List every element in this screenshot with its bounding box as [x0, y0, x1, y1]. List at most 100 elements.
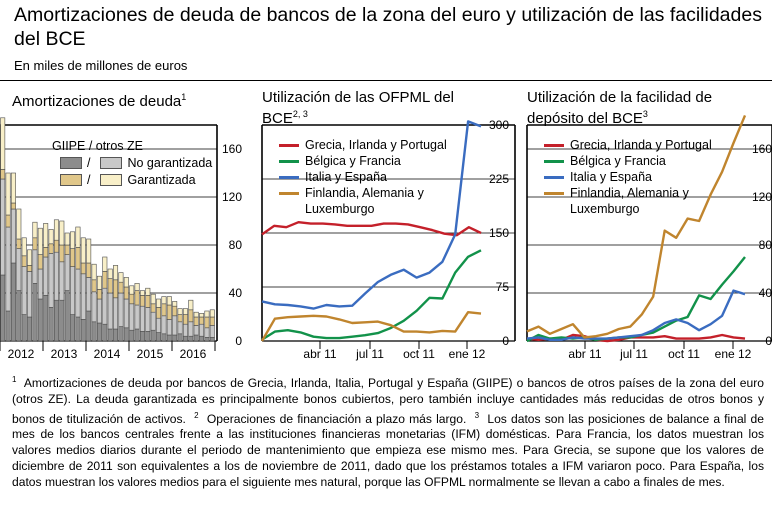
legend-line-gold: [544, 192, 564, 195]
bar-segment: [27, 265, 33, 272]
bar-segment: [91, 279, 97, 293]
bar-segment: [113, 279, 119, 299]
panel3-legend-item: Finlandia, Alemania y Luxemburgo: [544, 185, 720, 217]
bar-segment: [145, 295, 151, 308]
bar-segment: [32, 221, 38, 239]
legend-label: Italia y España: [570, 170, 652, 184]
bar-segment: [86, 310, 92, 342]
bar-segment: [139, 331, 145, 342]
bar-segment: [182, 323, 188, 337]
panel3-title: Utilización de la facilidad de depósito …: [527, 89, 737, 127]
bar-segment: [10, 172, 16, 204]
panel2-xtick-label: abr 11: [303, 347, 336, 361]
bar-segment: [204, 316, 210, 329]
bar-segment: [43, 223, 49, 248]
panel2-legend-item: Grecia, Irlanda y Portugal: [279, 137, 459, 153]
panel1-xtick-label: 2013: [51, 347, 78, 361]
bar-segment: [118, 292, 124, 327]
panel3-title-text: Utilización de la facilidad de depósito …: [527, 89, 713, 127]
legend-line-green: [544, 160, 564, 163]
bar-segment: [59, 220, 65, 246]
bar-segment: [5, 172, 11, 216]
bar-segment: [53, 251, 59, 301]
bar-segment: [64, 244, 70, 255]
bar-segment: [37, 268, 43, 300]
bar-segment: [172, 334, 178, 342]
panel2-ltro-usage: 0 75 150 225 300 abr 11 jul 11 oct 11 ene 12: [260, 118, 516, 361]
bar-segment: [139, 295, 145, 307]
bar-segment: [96, 275, 102, 290]
bar-segment: [96, 298, 102, 324]
bar-segment: [166, 334, 172, 342]
bar-segment: [80, 273, 86, 320]
bar-segment: [166, 296, 172, 306]
panel3-title-note: 3: [642, 109, 648, 119]
bar-segment: [59, 299, 65, 342]
bar-segment: [75, 247, 81, 270]
panel1-title-text: Amortizaciones de deuda: [12, 93, 182, 110]
bar-segment: [27, 271, 33, 318]
panel3-deposit-facility: 0 40 80 120 160 abr 11 jul 11 oct 11 ene 12: [526, 114, 772, 361]
panel2-legend: Grecia, Irlanda y Portugal Bélgica y Fra…: [279, 137, 459, 217]
bar-segment: [80, 319, 86, 342]
charts-canvas: 0 40 80 120 160 2012 2013 2014 2015 2016 0 75 150 22…: [0, 114, 772, 361]
bar-segment: [134, 290, 140, 306]
bar-segment: [32, 249, 38, 284]
bar-segment: [199, 313, 205, 318]
bar-segment: [145, 307, 151, 332]
legend-label-unsecured: No garantizada: [127, 156, 213, 170]
bar-segment: [123, 298, 129, 329]
bar-segment: [161, 296, 167, 305]
bar-segment: [209, 337, 215, 342]
bar-segment: [107, 328, 113, 342]
bar-segment: [80, 237, 86, 264]
note1-mark: 1: [12, 375, 17, 384]
bar-segment: [204, 310, 210, 318]
legend-label: Bélgica y Francia: [305, 154, 401, 168]
panel2-xtick-label: jul 11: [355, 347, 384, 361]
panel3-xtick-label: jul 11: [619, 347, 648, 361]
bar-segment: [161, 315, 167, 335]
bar-segment: [80, 262, 86, 275]
panel3-legend: Grecia, Irlanda y Portugal Bélgica y Fra…: [544, 137, 719, 217]
bar-segment: [48, 243, 54, 254]
page-title: Amortizaciones de deuda de bancos de la …: [14, 4, 762, 50]
bar-segment: [91, 263, 97, 281]
bar-segment: [16, 208, 22, 240]
note3-mark: 3: [474, 410, 480, 420]
bar-segment: [64, 254, 70, 291]
panel3-xtick-label: oct 11: [668, 347, 700, 361]
note3-text: Los datos son las posiciones de balance …: [12, 411, 764, 489]
bar-segment: [209, 325, 215, 338]
bar-segment: [129, 329, 135, 342]
bar-segment: [48, 253, 54, 308]
panel1-title-note: 1: [181, 92, 187, 102]
bar-segment: [70, 314, 76, 342]
bar-segment: [96, 322, 102, 342]
bar-segment: [134, 283, 140, 291]
panel2-xtick-label: oct 11: [403, 347, 435, 361]
bar-segment: [16, 248, 22, 291]
legend-label: Grecia, Irlanda y Portugal: [570, 138, 712, 152]
bar-segment: [123, 277, 129, 288]
panel3-ytick-label: 120: [752, 190, 772, 204]
bar-segment: [10, 208, 16, 264]
bar-segment: [86, 238, 92, 264]
bar-segment: [5, 214, 11, 228]
panel1-legend-header: GIIPE / otros ZE: [52, 139, 143, 153]
bar-segment: [139, 305, 145, 332]
bar-segment: [177, 321, 183, 335]
series-line-blue: [261, 120, 482, 310]
bar-segment: [64, 232, 70, 246]
legend-line-blue: [279, 176, 299, 179]
panel1-ytick-label: 160: [222, 142, 242, 156]
bar-segment: [177, 308, 183, 315]
bar-segment: [37, 227, 43, 255]
panel1-xtick-label: 2012: [8, 347, 35, 361]
bar-segment: [0, 117, 6, 170]
bar-segment: [21, 237, 27, 257]
bar-segment: [48, 229, 54, 245]
bar-segment: [70, 248, 76, 267]
bar-segment: [161, 333, 167, 342]
legend-sep: /: [87, 156, 91, 170]
